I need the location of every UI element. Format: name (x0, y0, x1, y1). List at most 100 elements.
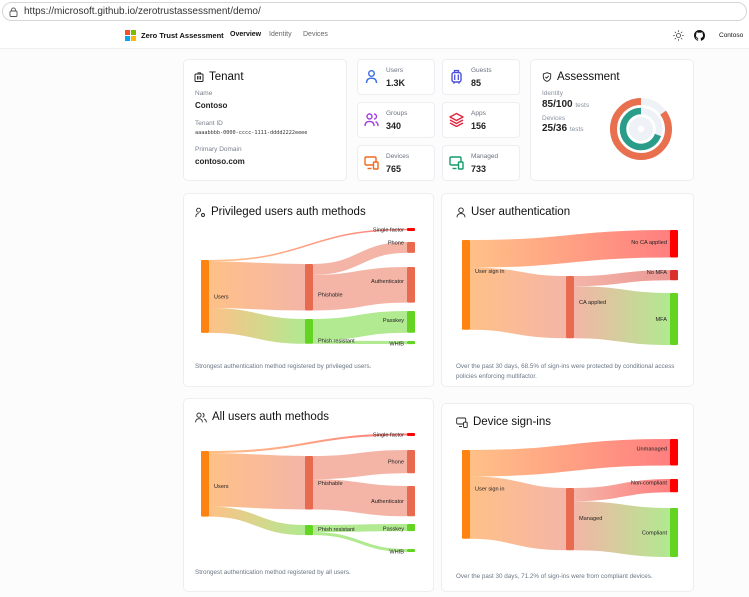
sankey-link-phishres-passkey[interactable] (312, 311, 408, 341)
users-icon (364, 113, 379, 127)
sankey-label-nomfa: No MFA (647, 270, 667, 276)
assessment-donut-chart (610, 98, 672, 160)
sankey-node-signin[interactable] (462, 450, 470, 539)
github-icon[interactable] (694, 30, 705, 41)
sankey-node-phishable[interactable] (305, 456, 313, 510)
sankey-link-signin-managed[interactable] (469, 476, 567, 551)
donut-hole (637, 125, 645, 133)
sankey-node-single[interactable] (407, 228, 415, 231)
sankey-label-unmanaged: Unmanaged (637, 446, 667, 452)
stat-tile-devices[interactable]: Devices 765 (357, 145, 435, 181)
sankey-link-signin-ca[interactable] (469, 267, 567, 339)
identity-unit: tests (575, 102, 590, 109)
nav-devices[interactable]: Devices (303, 31, 328, 38)
sankey-link-users-phishable[interactable] (208, 261, 306, 311)
stat-value: 765 (386, 164, 402, 174)
sankey-link-ca-mfa[interactable] (573, 286, 671, 346)
sankey-label-users: Users (214, 484, 229, 490)
stat-tile-managed[interactable]: Managed 733 (442, 145, 520, 181)
sankey-node-users[interactable] (201, 260, 209, 333)
tenant-title: Tenant (194, 71, 244, 83)
sankey-node-whfb[interactable] (407, 549, 415, 553)
site-info-icon[interactable] (9, 7, 18, 17)
privileged-auth-caption: Strongest authentication method register… (195, 363, 372, 370)
sankey-label-auth: Authenticator (371, 499, 404, 505)
stat-tile-guests[interactable]: Guests 85 (442, 59, 520, 95)
sankey-link-phishres-passkey[interactable] (312, 524, 408, 533)
sankey-node-auth[interactable] (407, 267, 415, 303)
sankey-link-users-single[interactable] (208, 433, 408, 454)
sankey-link-phishable-phone[interactable] (312, 242, 408, 275)
privileged-auth-sankey: Users Phishable Phish resistant Single fact… (201, 228, 415, 348)
nav-identity[interactable]: Identity (269, 31, 292, 38)
sankey-label-phishres: Phish resistant (318, 338, 355, 344)
user-icon (456, 206, 466, 217)
sankey-link-phishable-auth[interactable] (312, 479, 408, 517)
stat-value: 85 (471, 78, 482, 88)
sankey-link-phishres-whfb[interactable] (312, 532, 408, 553)
stat-value: 156 (471, 121, 487, 131)
sankey-node-noca[interactable] (670, 230, 678, 258)
identity-ring (610, 98, 672, 160)
stat-tile-users[interactable]: Users 1.3K (357, 59, 435, 95)
sankey-label-comp: Compliant (642, 530, 668, 536)
sankey-node-unmanaged[interactable] (670, 439, 678, 466)
sankey-link-users-phishres[interactable] (208, 308, 306, 344)
sankey-node-passkey[interactable] (407, 524, 415, 532)
sankey-node-comp[interactable] (670, 508, 678, 557)
sankey-link-users-phishable[interactable] (208, 453, 306, 510)
all-users-auth-caption: Strongest authentication method register… (195, 569, 351, 576)
sankey-node-nomfa[interactable] (670, 270, 678, 281)
sankey-label-whfb: WHfB (389, 342, 404, 348)
stat-value: 340 (386, 121, 402, 131)
devices-label: Devices (542, 115, 566, 122)
devices-icon (456, 417, 468, 428)
sankey-label-users: Users (214, 294, 229, 300)
devices-icon (364, 156, 379, 170)
sankey-link-ca-nomfa[interactable] (573, 270, 671, 287)
url-text[interactable]: https://microsoft.github.io/zerotrustass… (24, 6, 261, 17)
sankey-node-phishable[interactable] (305, 264, 313, 311)
stat-tile-groups[interactable]: Groups 340 (357, 102, 435, 138)
sankey-link-managed-noncomp[interactable] (573, 479, 671, 502)
sankey-node-phone[interactable] (407, 242, 415, 253)
nav-overview[interactable]: Overview (230, 31, 262, 38)
sankey-node-auth[interactable] (407, 486, 415, 517)
assessment-title-text: Assessment (557, 71, 620, 83)
all-users-auth-title: All users auth methods (195, 411, 329, 423)
sankey-node-ca[interactable] (566, 276, 574, 339)
sankey-link-managed-comp[interactable] (573, 501, 671, 557)
sankey-link-phishable-phone[interactable] (312, 450, 408, 480)
sankey-label-mfa: MFA (656, 317, 668, 323)
sankey-link-users-phishres[interactable] (208, 506, 306, 536)
sankey-label-passkey: Passkey (383, 527, 404, 533)
sankey-link-signin-noca[interactable] (469, 230, 671, 268)
sankey-node-phone[interactable] (407, 450, 415, 474)
tenant-user-menu[interactable]: Contoso (719, 32, 744, 39)
stat-label: Guests (471, 67, 492, 74)
sankey-link-signin-unmanaged[interactable] (469, 439, 671, 477)
stat-tile-apps[interactable]: Apps 156 (442, 102, 520, 138)
sankey-node-passkey[interactable] (407, 311, 415, 333)
sankey-node-single[interactable] (407, 433, 415, 436)
building-icon (194, 72, 204, 82)
sankey-label-phishres: Phish resistant (318, 527, 355, 533)
sankey-node-whfb[interactable] (407, 341, 415, 345)
sankey-node-phishres[interactable] (305, 319, 313, 344)
sankey-node-phishres[interactable] (305, 525, 313, 536)
sankey-node-users[interactable] (201, 451, 209, 517)
address-field[interactable]: https://microsoft.github.io/zerotrustass… (2, 2, 747, 21)
app-brand[interactable]: Zero Trust Assessment (141, 31, 224, 40)
sankey-link-users-single[interactable] (208, 228, 408, 262)
sankey-node-mfa[interactable] (670, 293, 678, 346)
sankey-link-phishable-auth[interactable] (312, 267, 408, 311)
sankey-node-noncomp[interactable] (670, 479, 678, 493)
user-authentication-title: User authentication (456, 206, 570, 218)
sankey-label-phishable: Phishable (318, 292, 343, 298)
user-icon (365, 70, 378, 84)
sankey-label-single: Single factor (373, 433, 404, 439)
sankey-node-signin[interactable] (462, 240, 470, 330)
theme-toggle-icon[interactable] (673, 30, 684, 41)
sankey-node-managed[interactable] (566, 488, 574, 551)
all-users-auth-card: All users auth methods Users Phishable Phi… (183, 398, 434, 592)
